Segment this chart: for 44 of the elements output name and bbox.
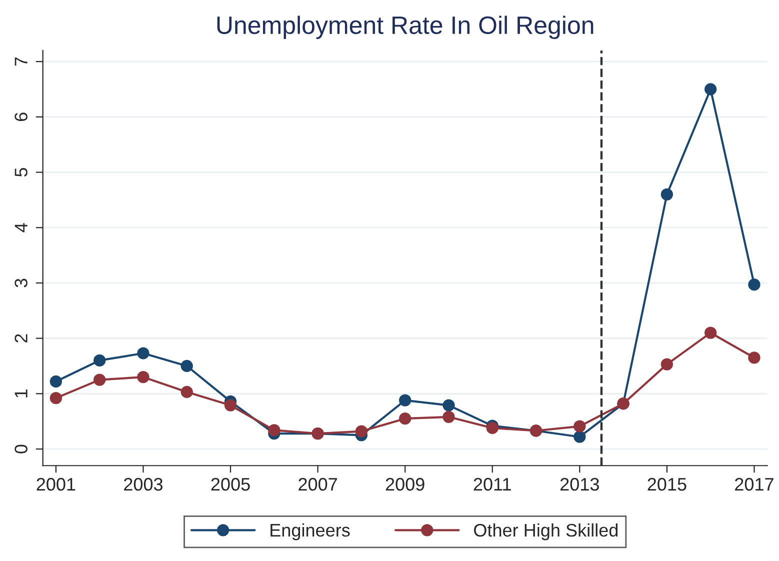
x-tick-label: 2009 [386,478,424,491]
point [94,374,106,386]
y-tick-label: 7 [14,57,28,66]
x-tick-label: 2005 [211,478,250,491]
point [442,410,455,423]
point [704,326,717,339]
point [137,370,150,384]
legend-label: Other High Skilled [474,523,618,540]
point [442,399,455,412]
point [94,354,106,367]
x-tick-label: 2001 [36,478,76,491]
point [660,188,674,200]
x-tick-label: 2007 [298,478,337,491]
point [137,347,150,360]
point [748,352,760,364]
point [355,425,368,438]
point [704,83,717,96]
point [399,412,412,425]
y-tick-label: 4 [14,223,28,232]
point [660,358,674,370]
chart-title: Unemployment Rate In Oil Region [217,16,594,40]
x-tick-label: 2015 [648,478,686,491]
y-tick-label: 0 [14,444,28,454]
point [268,424,280,436]
point [224,399,237,412]
point [180,360,193,372]
point [748,278,760,291]
y-tick-label: 1 [14,390,28,398]
point [50,375,62,388]
y-tick-label: 3 [14,278,28,288]
point [574,420,586,432]
y-tick-label: 5 [14,168,28,177]
point [180,386,193,398]
x-tick-label: 2013 [560,478,599,491]
x-tick-label: 2011 [474,478,511,491]
point [399,394,412,406]
x-tick-label: 2017 [735,478,774,491]
y-tick-label: 2 [14,334,28,342]
point [50,392,62,404]
point [574,430,586,443]
x-tick-label: 2003 [124,478,163,491]
point [486,422,498,434]
legend-label: Engineers [270,523,350,540]
y-tick-label: 6 [14,112,28,122]
